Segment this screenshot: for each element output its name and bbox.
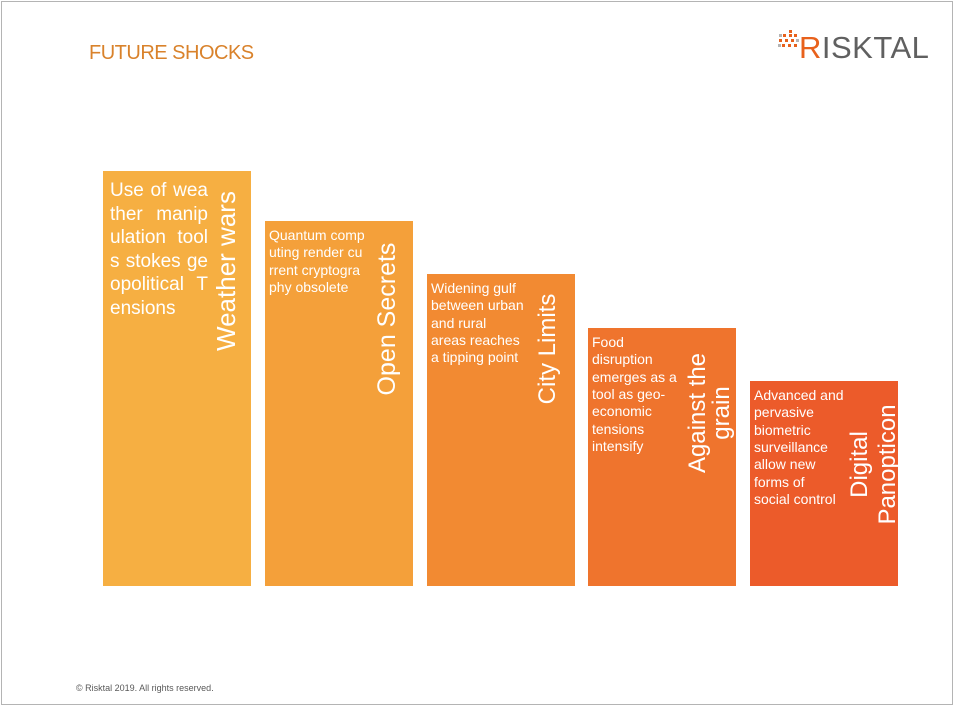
card-description: Widening gulf between urban and rural ar… xyxy=(431,280,524,366)
card-title: Weather wars xyxy=(211,191,241,351)
card-description: Advanced and pervasive biometric surveil… xyxy=(754,387,844,508)
logo-wordmark: RISKTAL xyxy=(799,30,929,66)
card-city-limits: Widening gulf between urban and rural ar… xyxy=(427,274,575,586)
card-description: Food disruption emerges as a tool as geo… xyxy=(592,334,677,455)
card-title: Digital Panopticon xyxy=(846,404,898,525)
logo-letter-r: R xyxy=(799,30,822,65)
logo-dots-icon xyxy=(778,30,799,47)
card-title: Against the grain xyxy=(684,352,735,474)
card-description: Quantum computing render current cryptog… xyxy=(269,227,365,296)
copyright-footer: © Risktal 2019. All rights reserved. xyxy=(76,683,214,693)
card-weather-wars: Use of weather manipulation tools stokes… xyxy=(103,171,251,586)
card-title: Open Secrets xyxy=(373,242,401,396)
card-open-secrets: Quantum computing render current cryptog… xyxy=(265,221,413,586)
risktal-logo: RISKTAL xyxy=(777,22,929,70)
card-description: Use of weather manipulation tools stokes… xyxy=(110,180,208,319)
slide: FUTURE SHOCKS RISKTAL Use of weather man… xyxy=(1,1,953,705)
card-against-the-grain: Food disruption emerges as a tool as geo… xyxy=(588,328,736,586)
card-title: City Limits xyxy=(534,293,561,405)
card-digital-panopticon: Advanced and pervasive biometric surveil… xyxy=(750,381,898,586)
slide-title: FUTURE SHOCKS xyxy=(89,42,254,64)
logo-text: ISKTAL xyxy=(821,30,930,65)
